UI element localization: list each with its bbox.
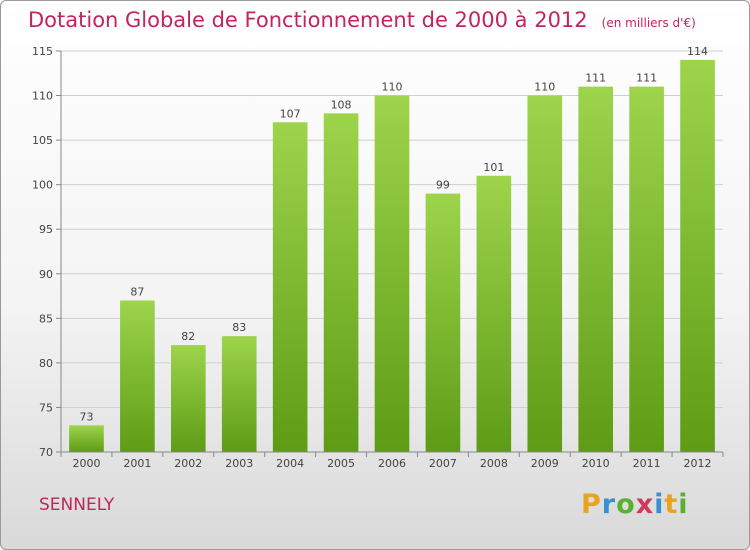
y-tick-label: 115 <box>32 45 53 58</box>
bar-2012 <box>680 59 715 453</box>
logo-letter: i <box>678 489 689 520</box>
data-label-2010: 111 <box>585 72 606 85</box>
data-label-2003: 83 <box>232 321 246 334</box>
data-label-2011: 111 <box>636 72 657 85</box>
axes <box>60 51 723 453</box>
logo-letter: o <box>616 489 636 520</box>
y-tick-label: 90 <box>39 268 53 281</box>
x-tick-label: 2004 <box>276 457 304 470</box>
data-label-2012: 114 <box>687 45 708 58</box>
data-label-2004: 107 <box>280 107 301 120</box>
proxiti-logo: Proxiti <box>581 489 689 520</box>
data-label-2001: 87 <box>130 286 144 299</box>
chart-title-text: Dotation Globale de Fonctionnement de 20… <box>28 8 588 32</box>
bar-2008 <box>476 175 512 452</box>
bar-2010 <box>578 86 614 453</box>
y-tick-label: 80 <box>39 357 53 370</box>
y-tick-label: 70 <box>39 446 53 459</box>
x-axis-ticks: 2000 2001 2002 2003 2004 2005 2006 2007 2008 2009… <box>60 452 724 470</box>
data-label-2006: 110 <box>382 81 403 94</box>
bar-2003 <box>221 336 257 452</box>
x-tick-label: 2010 <box>582 457 610 470</box>
data-label-2000: 73 <box>79 410 93 423</box>
x-tick-label: 2009 <box>531 457 559 470</box>
logo-letter: t <box>664 489 679 520</box>
bar-2011 <box>629 86 664 453</box>
y-axis-ticks: 70 75 80 85 90 95 100 105 110 115 <box>32 45 61 459</box>
y-tick-label: 100 <box>32 179 53 192</box>
logo-letter: x <box>635 489 655 520</box>
bar-2002 <box>170 345 206 452</box>
x-tick-label: 2003 <box>225 457 253 470</box>
logo-letter: r <box>601 489 617 520</box>
bar-2006 <box>374 95 410 453</box>
x-tick-label: 2000 <box>72 457 100 470</box>
commune-name: SENNELY <box>39 495 115 515</box>
y-tick-label: 110 <box>32 90 53 103</box>
x-tick-label: 2006 <box>378 457 406 470</box>
data-label-2008: 101 <box>483 161 504 174</box>
data-label-2005: 108 <box>331 98 352 111</box>
bar-2009 <box>527 95 563 453</box>
data-label-2007: 99 <box>436 179 450 192</box>
chart-subtitle: (en milliers d'€) <box>601 16 696 30</box>
chart-title: Dotation Globale de Fonctionnement de 20… <box>28 8 696 32</box>
x-tick-label: 2008 <box>480 457 508 470</box>
y-tick-label: 95 <box>39 223 53 236</box>
x-tick-label: 2005 <box>327 457 355 470</box>
bar-2001 <box>120 300 155 452</box>
x-tick-label: 2002 <box>174 457 202 470</box>
bar-2004 <box>272 122 308 453</box>
x-tick-label: 2001 <box>123 457 151 470</box>
y-tick-label: 75 <box>39 401 53 414</box>
x-tick-label: 2007 <box>429 457 457 470</box>
x-tick-label: 2012 <box>684 457 712 470</box>
data-label-2009: 110 <box>534 81 555 94</box>
logo-letter: P <box>581 489 602 520</box>
y-tick-label: 105 <box>32 134 53 147</box>
bar-2007 <box>425 193 461 453</box>
logo-letter: i <box>654 489 665 520</box>
bar-2005 <box>323 113 359 452</box>
bar-2000 <box>69 425 104 452</box>
bars: 73 87 82 83 107 108 110 99 101 110 111 111 114 <box>69 45 715 453</box>
x-tick-label: 2011 <box>633 457 661 470</box>
y-tick-label: 85 <box>39 312 53 325</box>
data-label-2002: 82 <box>181 330 195 343</box>
